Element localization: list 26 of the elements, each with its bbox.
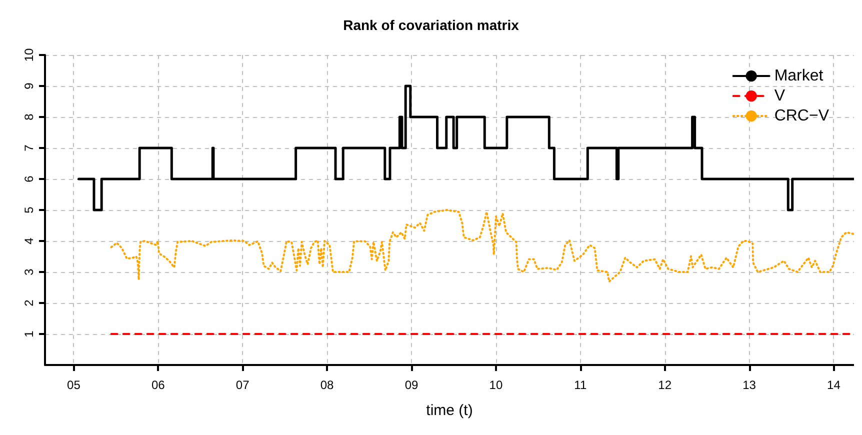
y-tick-label: 8 (22, 113, 36, 120)
y-tick-label: 4 (22, 237, 36, 244)
y-tick-label: 3 (22, 268, 36, 276)
x-tick-label: 09 (404, 378, 418, 392)
x-tick-label: 10 (489, 378, 503, 392)
y-tick-label: 7 (22, 144, 36, 152)
x-tick-label: 14 (827, 378, 841, 392)
y-tick-label: 2 (22, 299, 36, 306)
y-tick-label: 6 (22, 175, 36, 182)
x-tick-label: 06 (151, 378, 166, 392)
y-tick-label: 1 (22, 330, 36, 338)
x-tick-label: 08 (320, 378, 334, 392)
x-tick-label: 07 (236, 378, 250, 392)
legend-label: CRC−V (774, 108, 830, 124)
x-axis-title: time (t) (426, 402, 473, 419)
y-tick-label: 5 (22, 206, 36, 214)
x-tick-label: 11 (574, 378, 587, 392)
chart-title: Rank of covariation matrix (343, 17, 520, 33)
x-tick-label: 13 (742, 378, 756, 392)
y-tick-label: 9 (22, 82, 36, 90)
legend-label: Market (774, 68, 824, 84)
legend-label: V (774, 88, 786, 104)
y-tick-label: 10 (22, 48, 36, 62)
line-series (110, 209, 854, 283)
x-tick-label: 12 (658, 378, 672, 392)
x-tick-label: 05 (67, 378, 81, 392)
